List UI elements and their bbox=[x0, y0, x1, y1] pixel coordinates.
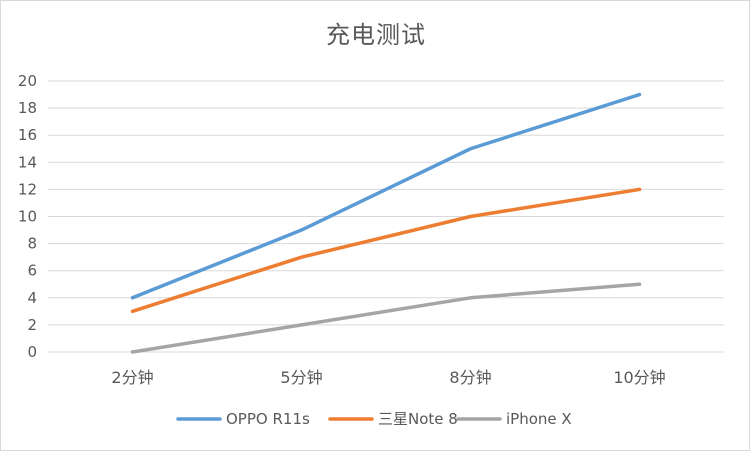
legend-label: iPhone X bbox=[506, 410, 572, 428]
data-point bbox=[300, 255, 303, 259]
y-tick-label: 16 bbox=[18, 126, 37, 144]
data-point bbox=[469, 215, 472, 218]
y-tick-label: 6 bbox=[27, 262, 37, 280]
data-point bbox=[131, 296, 134, 300]
y-tick-label: 20 bbox=[18, 72, 37, 90]
x-category-label: 8分钟 bbox=[449, 368, 491, 387]
series-layer bbox=[130, 92, 642, 354]
chart-title: 充电测试 bbox=[326, 21, 426, 49]
y-tick-label: 14 bbox=[18, 153, 37, 171]
data-point bbox=[638, 282, 641, 286]
data-point bbox=[469, 296, 472, 300]
y-tick-label: 0 bbox=[27, 343, 37, 361]
y-tick-label: 4 bbox=[27, 289, 37, 307]
y-tick-label: 2 bbox=[27, 316, 37, 334]
data-point bbox=[131, 309, 134, 313]
x-axis-categories: 2分钟 5分钟 8分钟 10分钟 bbox=[111, 368, 665, 387]
series-line-2 bbox=[130, 282, 642, 354]
y-tick-label: 10 bbox=[18, 208, 37, 226]
legend-label: 三星Note 8 bbox=[378, 410, 458, 428]
y-axis-ticks: 0 2 4 6 8 10 12 14 16 18 20 bbox=[18, 72, 37, 361]
data-point bbox=[300, 323, 303, 327]
x-category-label: 10分钟 bbox=[613, 368, 665, 387]
data-point bbox=[638, 93, 641, 97]
data-point bbox=[300, 228, 303, 232]
grid-layer bbox=[48, 80, 724, 353]
x-category-label: 5分钟 bbox=[280, 368, 322, 387]
data-point bbox=[469, 147, 472, 151]
x-category-label: 2分钟 bbox=[111, 368, 153, 387]
data-point bbox=[638, 187, 641, 191]
data-point bbox=[131, 350, 134, 354]
y-tick-label: 18 bbox=[18, 99, 37, 117]
series-line-1 bbox=[130, 187, 642, 314]
series-line-0 bbox=[130, 92, 642, 300]
legend: OPPO R11s 三星Note 8 iPhone X bbox=[176, 410, 572, 428]
legend-label: OPPO R11s bbox=[226, 410, 310, 428]
y-tick-label: 12 bbox=[18, 180, 37, 198]
y-tick-label: 8 bbox=[27, 235, 37, 253]
